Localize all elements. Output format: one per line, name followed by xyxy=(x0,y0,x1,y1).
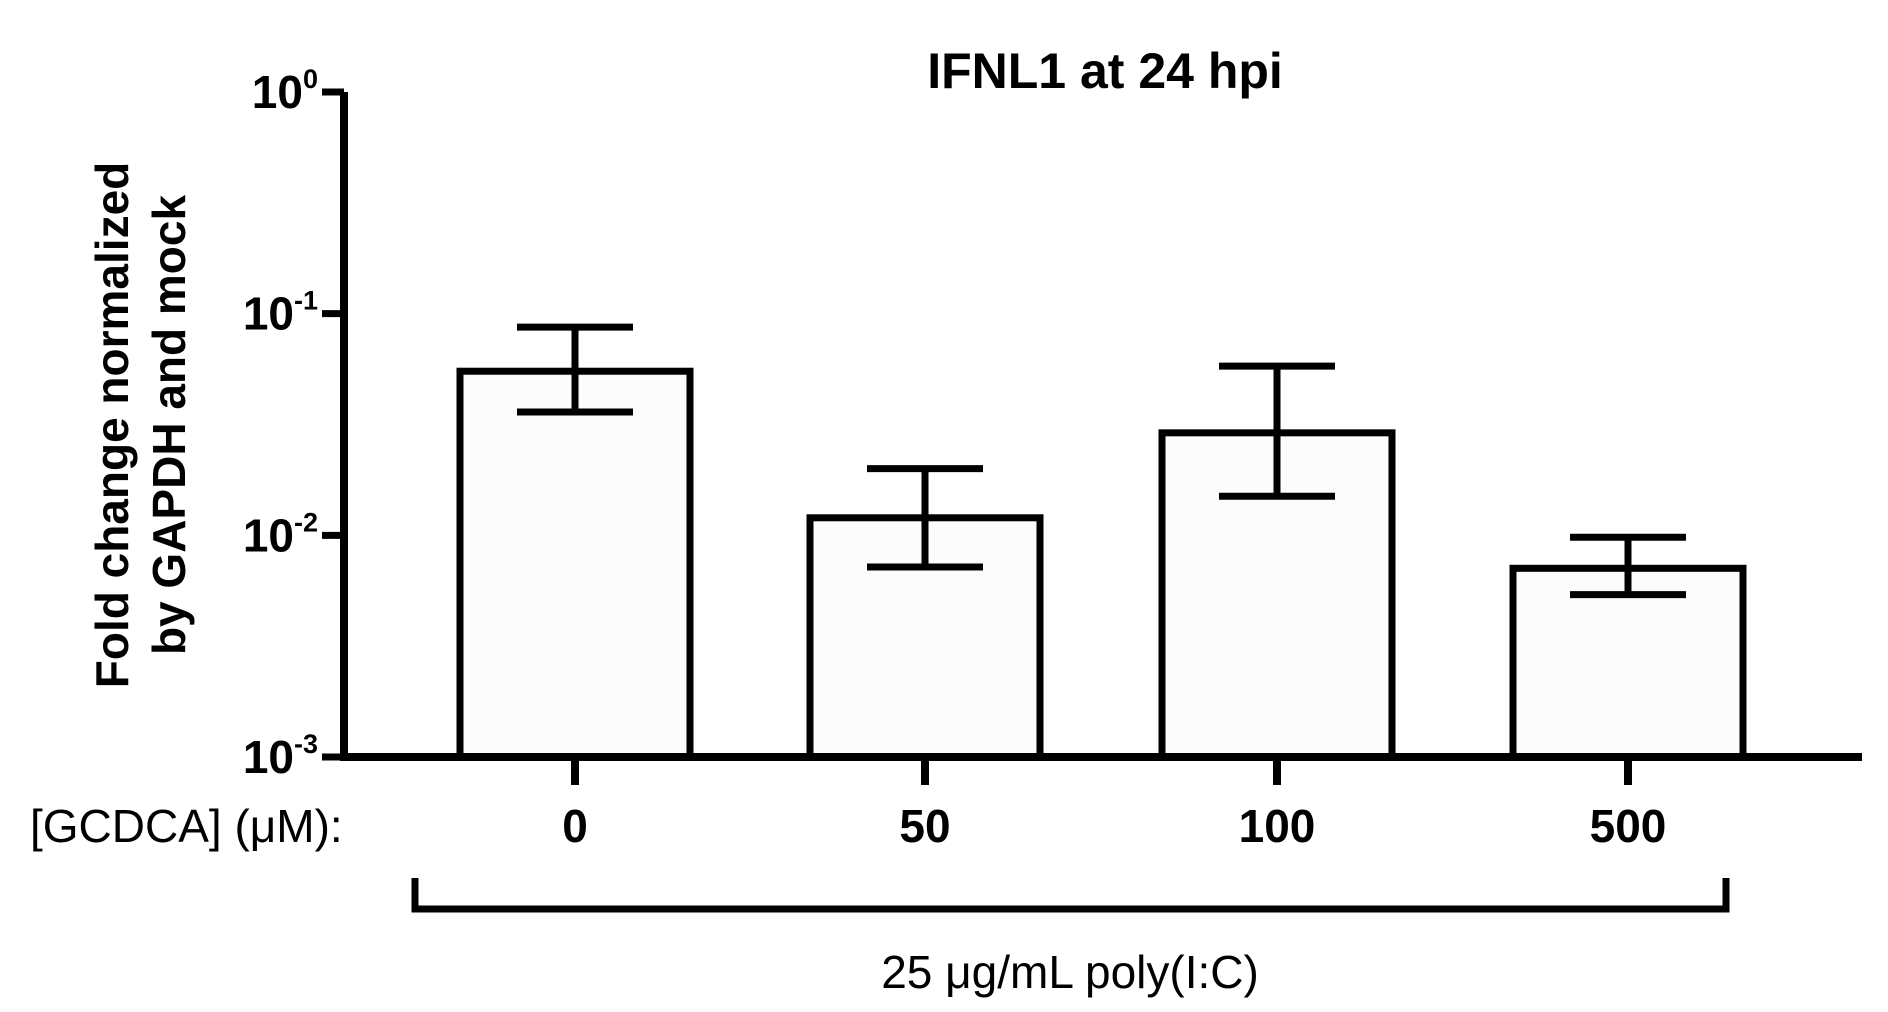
x-axis-label: [GCDCA] (μM): xyxy=(30,800,343,852)
axes xyxy=(322,88,1862,785)
error-bar-500 xyxy=(1570,533,1686,599)
chart-title: IFNL1 at 24 hpi xyxy=(927,43,1283,99)
x-tick-label-50: 50 xyxy=(899,800,950,852)
bars xyxy=(456,367,1747,761)
error-bar-100 xyxy=(1219,362,1335,500)
x-tick-label-500: 500 xyxy=(1590,800,1667,852)
y-tick-label--1: 10-1 xyxy=(243,286,318,340)
y-tick-label--3: 10-3 xyxy=(243,729,318,783)
error-bar-0 xyxy=(517,323,633,416)
y-tick-label--2: 10-2 xyxy=(243,507,318,561)
bar-0 xyxy=(456,367,694,761)
y-axis-label-line-2: by GAPDH and mock xyxy=(143,195,195,656)
y-tick-label-0: 100 xyxy=(252,64,318,118)
y-tick-labels: 10-3 10-2 10-1 100 xyxy=(243,64,318,783)
x-tick-label-0: 0 xyxy=(562,800,588,852)
group-bracket xyxy=(411,878,1730,913)
x-tick-labels: 0 50 100 500 xyxy=(562,800,1666,852)
x-tick-label-100: 100 xyxy=(1239,800,1316,852)
y-axis-label: Fold change normalized by GAPDH and mock xyxy=(86,162,195,689)
error-bars xyxy=(517,323,1686,599)
error-bar-50 xyxy=(867,465,983,571)
group-label: 25 μg/mL poly(I:C) xyxy=(881,946,1259,998)
y-axis-label-line-1: Fold change normalized xyxy=(86,162,138,689)
